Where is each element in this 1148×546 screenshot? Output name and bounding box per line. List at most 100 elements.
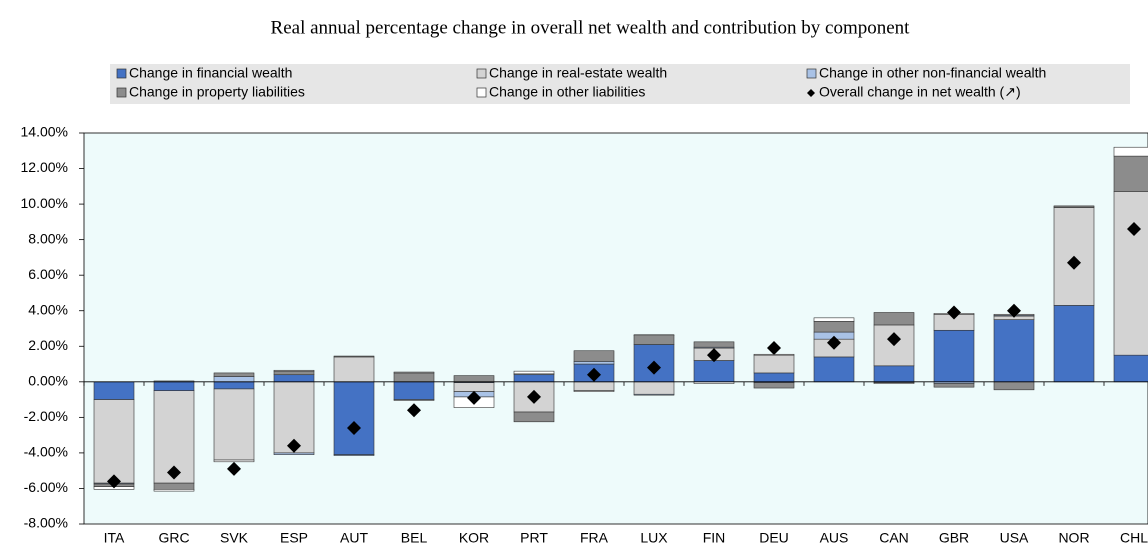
- marker: [707, 348, 721, 363]
- x-tick-label: SVK: [220, 530, 249, 546]
- bar-segment: [693, 341, 735, 348]
- bar-segment: [213, 376, 255, 383]
- y-tick-label: -6.00%: [24, 479, 68, 495]
- bar-segment: [873, 312, 915, 326]
- legend-swatch: [476, 68, 487, 79]
- bar-segment: [213, 381, 255, 390]
- bar-segment: [873, 365, 915, 383]
- marker: [467, 390, 481, 405]
- bar-segment: [1113, 354, 1148, 383]
- legend-label: Change in financial wealth: [129, 65, 292, 81]
- bar-segment: [573, 390, 615, 392]
- marker: [587, 367, 601, 382]
- marker: [107, 474, 121, 489]
- bar-segment: [993, 381, 1035, 391]
- marker: [1127, 221, 1141, 236]
- legend-label: Change in other non-financial wealth: [819, 65, 1046, 81]
- x-tick-label: GBR: [939, 530, 969, 546]
- x-tick-label: USA: [1000, 530, 1029, 546]
- bar-segment: [513, 370, 555, 375]
- marker: [227, 461, 241, 476]
- bar-segment: [633, 334, 675, 336]
- bar-segment: [1053, 205, 1095, 208]
- bar-segment: [573, 350, 615, 362]
- marker: [527, 389, 541, 404]
- bar-segment: [93, 399, 135, 484]
- y-tick-label: -8.00%: [24, 515, 68, 531]
- bar-segment: [813, 317, 855, 322]
- bar-segment: [453, 382, 495, 392]
- bar-segment: [213, 459, 255, 463]
- x-tick-label: FIN: [703, 530, 726, 546]
- y-tick-label: 10.00%: [21, 195, 68, 211]
- marker: [647, 360, 661, 375]
- y-tick-label: 8.00%: [28, 230, 68, 246]
- bar-segment: [873, 382, 915, 384]
- bar-segment: [153, 482, 195, 490]
- bar-segment: [393, 371, 435, 374]
- bar-segment: [333, 356, 375, 383]
- y-tick-label: -2.00%: [24, 408, 68, 424]
- x-tick-label: AUS: [820, 530, 849, 546]
- x-tick-label: PRT: [520, 530, 548, 546]
- y-tick-label: 6.00%: [28, 266, 68, 282]
- y-tick-label: -4.00%: [24, 444, 68, 460]
- legend-swatch: [116, 68, 127, 79]
- legend-swatch: [806, 68, 817, 79]
- x-tick-label: LUX: [640, 530, 668, 546]
- bar-segment: [633, 381, 675, 395]
- marker: [287, 438, 301, 453]
- bar-segment: [273, 452, 315, 455]
- bar-segment: [393, 381, 435, 400]
- bar-segment: [213, 388, 255, 461]
- legend-label: Change in real-estate wealth: [489, 65, 667, 81]
- bar-segment: [513, 374, 555, 383]
- bar-segment: [513, 411, 555, 423]
- legend-swatch: [476, 87, 487, 98]
- bar-segment: [453, 375, 495, 383]
- bar-segment: [93, 381, 135, 400]
- y-tick-label: 2.00%: [28, 337, 68, 353]
- bar-segment: [753, 382, 795, 389]
- bar-segment: [153, 381, 195, 392]
- bar-segment: [813, 321, 855, 333]
- bar-segment: [333, 454, 375, 456]
- bar-segment: [393, 399, 435, 401]
- bar-segment: [933, 329, 975, 383]
- bar-segment: [753, 354, 795, 374]
- bar-segment: [573, 381, 615, 392]
- bar-segment: [273, 370, 315, 376]
- bar-segment: [1113, 155, 1148, 192]
- marker: [407, 403, 421, 418]
- marker: [1007, 303, 1021, 318]
- marker: [887, 332, 901, 347]
- legend-label: Change in other liabilities: [489, 84, 645, 100]
- bar-segment: [213, 372, 255, 377]
- bar-segment: [1053, 305, 1095, 383]
- x-tick-label: AUT: [340, 530, 368, 546]
- bar-segment: [153, 489, 195, 492]
- bar-segment: [813, 356, 855, 383]
- marker: [827, 335, 841, 350]
- bar-segment: [273, 374, 315, 383]
- bar-segment: [993, 319, 1035, 383]
- legend-box: [110, 64, 1130, 104]
- bar-segment: [333, 381, 375, 455]
- x-tick-label: CHL: [1120, 530, 1148, 546]
- marker: [947, 305, 961, 320]
- x-tick-label: GRC: [158, 530, 189, 546]
- x-tick-label: FRA: [580, 530, 609, 546]
- marker: [167, 465, 181, 480]
- x-tick-label: ESP: [280, 530, 308, 546]
- bar-segment: [633, 393, 675, 396]
- chart-title: Real annual percentage change in overall…: [271, 17, 911, 38]
- bar-segment: [1113, 146, 1148, 157]
- x-tick-label: KOR: [459, 530, 489, 546]
- bar-segment: [573, 361, 615, 365]
- x-tick-label: NOR: [1058, 530, 1089, 546]
- bar-segment: [753, 372, 795, 383]
- legend-swatch: [116, 87, 127, 98]
- y-tick-label: 12.00%: [21, 159, 68, 175]
- x-tick-label: ITA: [104, 530, 125, 546]
